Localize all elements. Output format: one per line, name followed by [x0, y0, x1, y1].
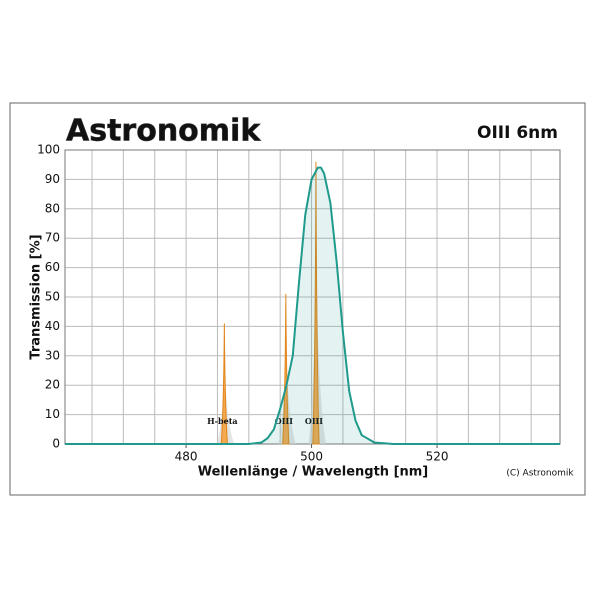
x-tick-label: 480 — [175, 450, 198, 464]
emission-line — [282, 294, 290, 445]
y-tick-label: 100 — [37, 143, 60, 157]
y-tick-label: 10 — [45, 407, 60, 421]
y-tick-label: 70 — [45, 231, 60, 245]
y-tick-label: 20 — [45, 378, 60, 392]
x-axis-label: Wellenlänge / Wavelength [nm] — [198, 465, 429, 480]
emission-label: H-beta — [207, 416, 237, 426]
x-tick-label: 520 — [426, 450, 449, 464]
chart-title: OIII 6nm — [477, 123, 558, 143]
y-tick-label: 60 — [45, 260, 60, 274]
y-tick-label: 80 — [45, 201, 60, 215]
curve-area — [65, 167, 560, 444]
y-tick-label: 90 — [45, 172, 60, 186]
y-tick-label: 50 — [45, 290, 60, 304]
x-tick-label: 500 — [300, 450, 323, 464]
emission-label: OIII — [305, 416, 323, 426]
y-axis-label: Transmission [%] — [29, 234, 44, 359]
logo: Astronomik — [66, 114, 261, 149]
emission-label: OIII — [275, 416, 293, 426]
copyright: (C) Astronomik — [506, 469, 574, 479]
curve — [65, 166, 560, 445]
emission-line — [220, 323, 229, 445]
y-tick-label: 30 — [45, 348, 60, 362]
y-tick-label: 0 — [52, 437, 60, 451]
y-tick-label: 40 — [45, 319, 60, 333]
emission-line — [312, 161, 320, 445]
